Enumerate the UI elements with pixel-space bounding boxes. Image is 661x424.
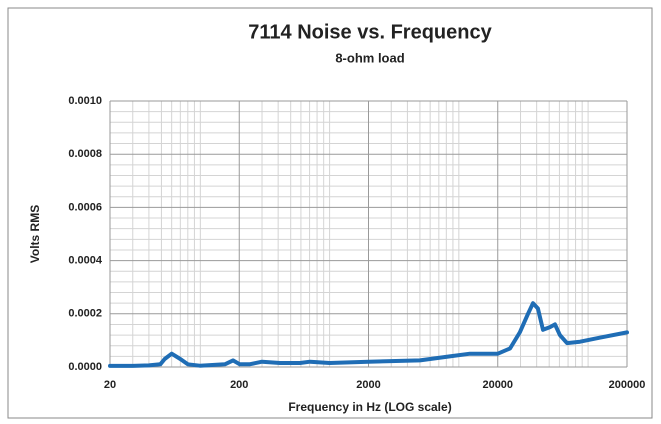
y-tick-label: 0.0000 <box>68 361 102 373</box>
x-tick-label: 200000 <box>609 379 646 391</box>
x-tick-label: 2000 <box>356 379 380 391</box>
y-tick-label: 0.0010 <box>68 95 102 107</box>
chart-title: 7114 Noise vs. Frequency <box>248 21 492 43</box>
y-tick-label: 0.0008 <box>68 148 102 160</box>
y-tick-label: 0.0006 <box>68 201 102 213</box>
x-axis-label: Frequency in Hz (LOG scale) <box>288 400 451 414</box>
x-tick-label: 20000 <box>482 379 513 391</box>
y-axis-label: Volts RMS <box>28 205 42 263</box>
x-tick-label: 200 <box>230 379 248 391</box>
data-line <box>108 301 629 368</box>
y-tick-label: 0.0002 <box>68 308 102 320</box>
x-tick-label: 20 <box>104 379 116 391</box>
chart-subtitle: 8-ohm load <box>335 50 404 65</box>
y-tick-label: 0.0004 <box>68 255 103 267</box>
